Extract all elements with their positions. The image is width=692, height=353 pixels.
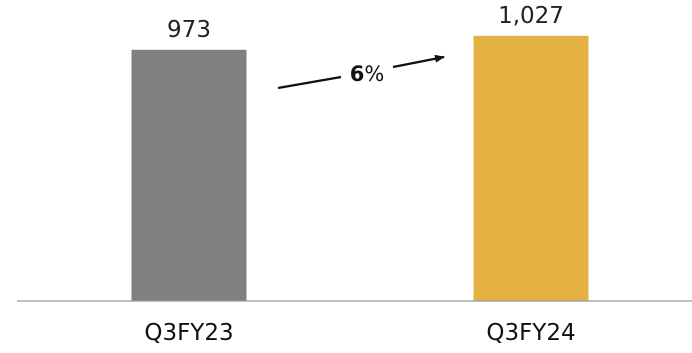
bars-group bbox=[131, 35, 589, 302]
growth-annotation: 6% bbox=[277, 54, 445, 90]
value-label-q3fy24: 1,027 bbox=[498, 3, 564, 29]
category-label-q3fy23: Q3FY23 bbox=[144, 320, 233, 346]
growth-arrow-left-segment bbox=[277, 75, 342, 90]
category-labels-group: Q3FY23 Q3FY24 bbox=[144, 320, 575, 346]
growth-label: 6% bbox=[350, 62, 385, 86]
growth-unit: % bbox=[364, 62, 384, 86]
value-label-q3fy23: 973 bbox=[167, 17, 211, 43]
bar-q3fy23 bbox=[131, 49, 247, 301]
bar-q3fy24 bbox=[473, 35, 589, 302]
growth-number: 6 bbox=[350, 62, 365, 86]
growth-arrow-right-segment bbox=[392, 54, 445, 69]
category-label-q3fy24: Q3FY24 bbox=[486, 320, 575, 346]
value-labels-group: 973 1,027 bbox=[167, 3, 564, 43]
